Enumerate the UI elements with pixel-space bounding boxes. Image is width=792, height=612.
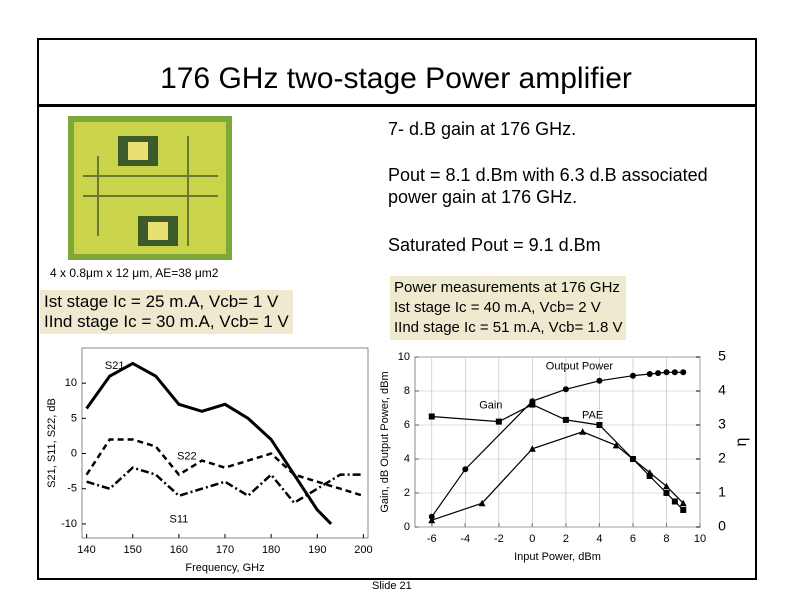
- marker: [462, 466, 469, 473]
- box-line: Ist stage Ic = 25 m.A, Vcb= 1 V: [44, 292, 279, 311]
- bullet: Saturated Pout = 9.1 d.Bm: [388, 235, 601, 255]
- y-tick-label: 10: [65, 377, 77, 389]
- series-label: S21: [105, 360, 125, 372]
- marker: [663, 369, 670, 376]
- x-tick-label: -4: [460, 533, 470, 545]
- plot-area: [81, 347, 369, 539]
- x-tick-label: 0: [529, 533, 535, 545]
- marker: [662, 482, 670, 490]
- x-tick-label: 8: [663, 533, 669, 545]
- box-line: Power measurements at 176 GHz: [394, 279, 620, 296]
- y-tick-label: 8: [404, 385, 410, 397]
- marker: [428, 516, 436, 524]
- x-tick-label: 190: [308, 544, 326, 556]
- y2-axis-label: η: [733, 438, 750, 447]
- marker: [478, 499, 486, 507]
- y-tick-label: 10: [398, 351, 410, 363]
- series-label: S22: [177, 451, 197, 463]
- y2-tick-label: 4: [718, 382, 726, 398]
- series-label: Output Power: [546, 361, 614, 373]
- y-tick-label: 0: [404, 521, 410, 533]
- x-tick-label: -6: [427, 533, 437, 545]
- chart: -6 -4 -2 0 2 4 6 8 10 0 2 4 6 8 10 0 1 2 3 4 5 Input Power, d…: [379, 348, 750, 563]
- marker: [680, 507, 687, 513]
- title-bar: [37, 38, 755, 107]
- plot-area: [414, 356, 701, 528]
- marker: [646, 371, 653, 377]
- y-tick-label: -10: [61, 518, 77, 530]
- y-tick-label: -5: [67, 483, 77, 495]
- x-tick-label: 10: [694, 533, 706, 545]
- bias-box: Ist stage Ic = 25 m.A, Vcb= 1 V IInd sta…: [40, 290, 293, 334]
- y2-tick-label: 5: [718, 348, 726, 364]
- y2-tick-label: 0: [718, 518, 726, 534]
- x-axis-label: Input Power, dBm: [514, 551, 601, 563]
- x-tick-label: 6: [630, 533, 636, 545]
- box-line: IInd stage Ic = 30 m.A, Vcb= 1 V: [44, 312, 289, 331]
- x-tick-label: 180: [262, 544, 280, 556]
- marker: [612, 441, 620, 449]
- marker: [671, 369, 678, 376]
- series-label: S11: [169, 514, 188, 526]
- x-tick-label: 170: [216, 544, 234, 556]
- marker: [495, 418, 502, 425]
- bullet: Pout = 8.1 d.Bm with 6.3 d.B associated …: [388, 165, 708, 207]
- chart: 140 150 160 170 180 190 200 -10 -5 0 5 10 Frequency,…: [46, 347, 373, 574]
- series-line: [86, 466, 364, 505]
- marker: [579, 428, 587, 435]
- marker: [646, 473, 653, 479]
- series-label: Gain: [479, 400, 502, 412]
- y2-tick-label: 3: [718, 416, 726, 432]
- marker: [529, 401, 536, 408]
- y2-tick-label: 1: [718, 484, 726, 500]
- x-tick-label: 160: [170, 544, 188, 556]
- bullet: 7- d.B gain at 176 GHz.: [388, 119, 577, 139]
- x-tick-label: -2: [494, 533, 504, 545]
- marker: [562, 416, 569, 423]
- box-line: IInd stage Ic = 51 m.A, Vcb= 1.8 V: [394, 319, 623, 336]
- y-tick-label: 0: [71, 447, 77, 459]
- marker: [562, 386, 569, 393]
- x-tick-label: 200: [354, 544, 372, 556]
- slide-frame: [37, 38, 757, 580]
- series-line: [85, 361, 333, 525]
- bias-box: Power measurements at 176 GHz Ist stage …: [390, 276, 627, 340]
- y-tick-label: 5: [71, 412, 77, 424]
- box-line: Ist stage Ic = 40 m.A, Vcb= 2 V: [394, 299, 601, 316]
- y-tick-label: 2: [404, 487, 410, 499]
- y-axis-label: S21, S11, S22, dB: [46, 398, 58, 488]
- marker: [680, 369, 687, 376]
- marker: [646, 469, 654, 476]
- marker: [629, 372, 636, 379]
- marker: [596, 377, 603, 384]
- y-tick-label: 6: [404, 419, 410, 431]
- x-tick-label: 150: [124, 544, 142, 556]
- x-tick-label: 140: [77, 544, 95, 556]
- chip-photo: [68, 116, 232, 260]
- marker: [671, 498, 678, 505]
- y-tick-label: 4: [404, 453, 410, 465]
- series-line: [431, 431, 684, 521]
- series-label: PAE: [582, 410, 603, 422]
- marker: [655, 370, 662, 377]
- marker: [428, 413, 435, 420]
- marker: [528, 445, 536, 452]
- marker: [663, 490, 670, 496]
- y2-tick-label: 2: [718, 450, 726, 466]
- slide-title: 176 GHz two-stage Power amplifier: [160, 62, 632, 95]
- series-line: [85, 438, 364, 497]
- y-axis-label: Gain, dB Output Power, dBm: [379, 371, 391, 512]
- marker: [596, 422, 603, 428]
- marker: [679, 499, 687, 507]
- device-caption: 4 x 0.8μm x 12 μm, AE=38 μm2: [50, 266, 219, 280]
- footer: Slide 21: [372, 580, 412, 592]
- x-axis-label: Frequency, GHz: [185, 562, 264, 574]
- x-tick-label: 4: [596, 533, 602, 545]
- x-tick-label: 2: [563, 533, 569, 545]
